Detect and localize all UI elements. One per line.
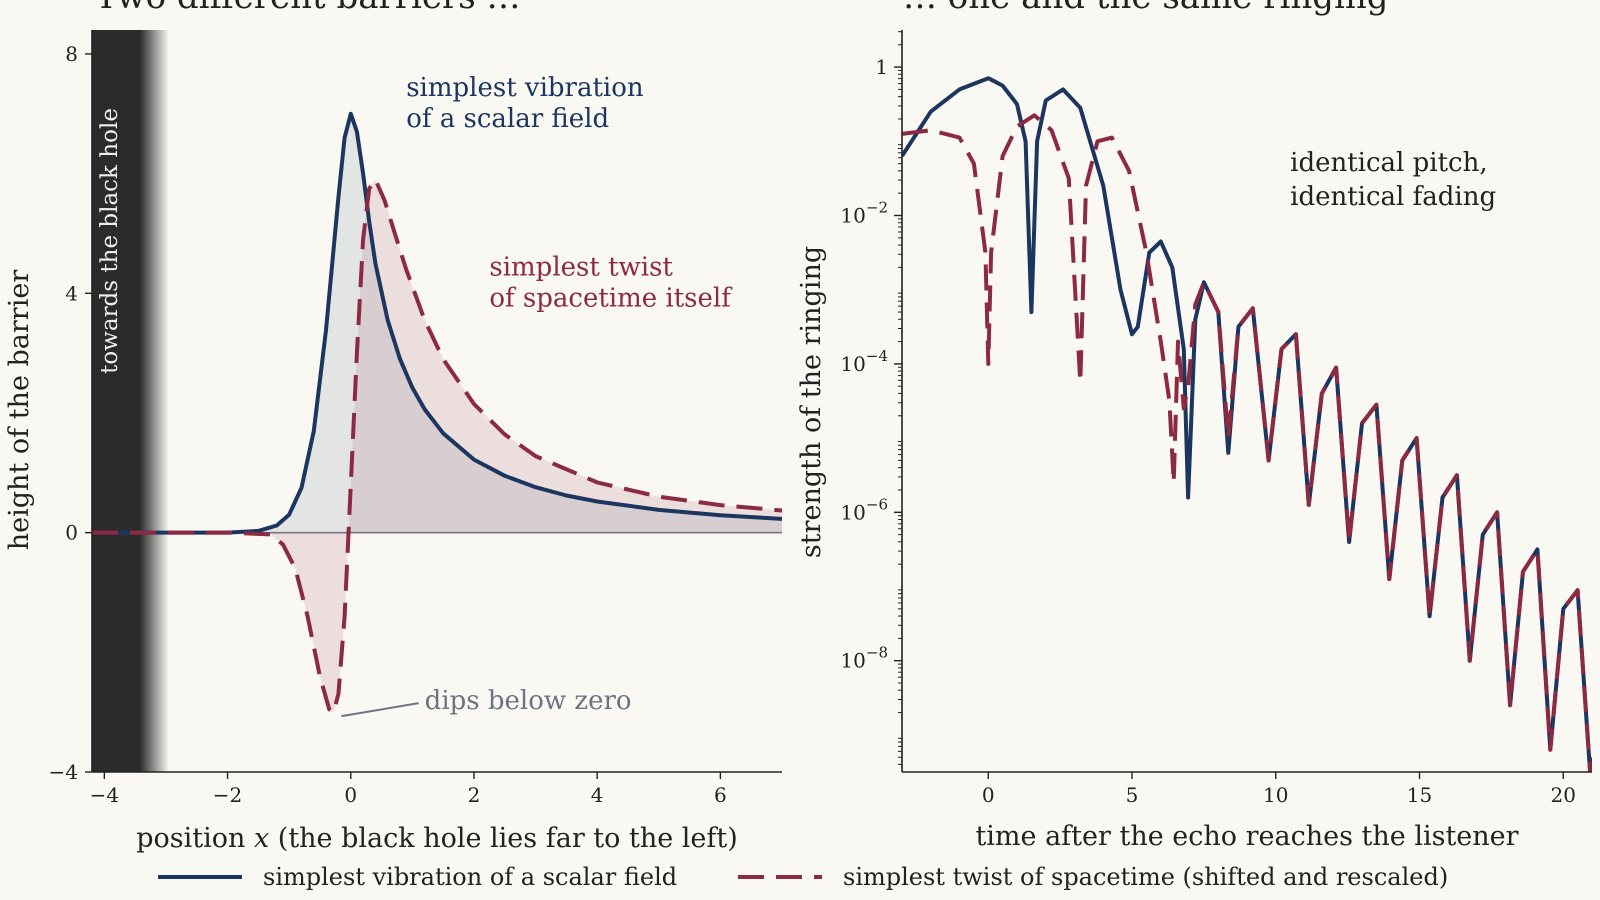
left-x-tick-label: 2 [468, 783, 481, 807]
right-x-tick-label: 5 [1126, 783, 1139, 807]
legend-label: simplest twist of spacetime (shifted and… [843, 863, 1448, 891]
left-y-axis-label: height of the barrier [4, 270, 35, 551]
annotation-pointer [341, 702, 419, 718]
right-title: … one and the same ringing [903, 0, 1389, 17]
right-y-axis-label: strength of the ringing [796, 246, 827, 558]
ringing-panel: … one and the same ringing 0 5 10 15 20 1 10−2… [796, 0, 1592, 852]
right-x-tick-label: 10 [1263, 783, 1288, 807]
series-area-twist [92, 179, 782, 713]
series-area-scalar [92, 113, 782, 533]
left-annotation-2: dips below zero [425, 686, 632, 716]
right-y-tick-label: 10−2 [840, 199, 888, 228]
left-annotation-0: simplest vibration of a scalar field [406, 73, 644, 134]
right-x-axis-label: time after the echo reaches the listener [975, 821, 1518, 852]
series-line-scalar [92, 111, 782, 535]
left-x-tick-label: 0 [344, 783, 357, 807]
wall-label: towards the black hole [97, 108, 123, 374]
right-x-tick-label: 20 [1551, 783, 1576, 807]
right-x-tick-label: 15 [1407, 783, 1432, 807]
right-y-tick-label: 1 [875, 55, 888, 79]
left-y-tick-label: 4 [65, 281, 78, 305]
right-y-tick-label: 10−6 [840, 495, 888, 524]
right-x-tick-label: 0 [982, 783, 995, 807]
left-x-tick-label: −2 [213, 783, 242, 807]
series-line-twist [92, 177, 782, 715]
wall-shading [92, 30, 170, 772]
legend: simplest vibration of a scalar field simp… [158, 863, 1448, 891]
left-annotation-1: simplest twist of spacetime itself [489, 252, 733, 313]
right-y-tick-label: 10−8 [840, 644, 888, 673]
left-y-tick-label: 0 [65, 521, 78, 545]
black-hole-wall: towards the black hole [92, 30, 170, 772]
right-annotation-0: identical pitch, identical fading [1290, 148, 1496, 212]
left-y-tick-label: −4 [49, 760, 78, 784]
left-x-tick-label: 4 [591, 783, 604, 807]
left-x-axis-label-rest: (the black hole lies far to the left) [278, 823, 738, 854]
left-x-axis-label: position x (the black hole lies far to t… [136, 823, 738, 854]
left-y-tick-label: 8 [65, 42, 78, 66]
series-line-twist [902, 113, 1592, 772]
left-x-tick-label: 6 [714, 783, 727, 807]
right-y-tick-label: 10−4 [840, 347, 888, 376]
left-title: Two different barriers … [95, 0, 521, 17]
left-x-tick-label: −4 [90, 783, 119, 807]
legend-label: simplest vibration of a scalar field [263, 863, 677, 891]
